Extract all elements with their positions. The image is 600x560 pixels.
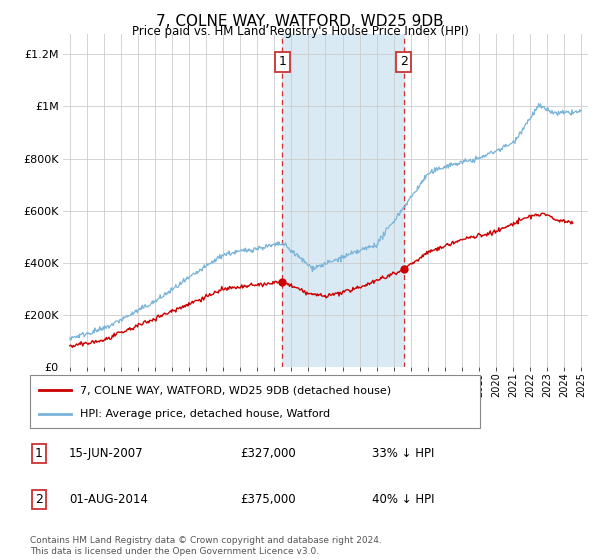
Text: Price paid vs. HM Land Registry's House Price Index (HPI): Price paid vs. HM Land Registry's House …: [131, 25, 469, 38]
Text: £375,000: £375,000: [240, 493, 296, 506]
Text: 40% ↓ HPI: 40% ↓ HPI: [372, 493, 434, 506]
Text: 1: 1: [278, 55, 286, 68]
Text: 7, COLNE WAY, WATFORD, WD25 9DB (detached house): 7, COLNE WAY, WATFORD, WD25 9DB (detache…: [79, 385, 391, 395]
Text: 2: 2: [35, 493, 43, 506]
Text: 2: 2: [400, 55, 407, 68]
Text: HPI: Average price, detached house, Watford: HPI: Average price, detached house, Watf…: [79, 408, 329, 418]
Text: 1: 1: [35, 447, 43, 460]
Text: £327,000: £327,000: [240, 447, 296, 460]
Text: 01-AUG-2014: 01-AUG-2014: [69, 493, 148, 506]
Text: 33% ↓ HPI: 33% ↓ HPI: [372, 447, 434, 460]
Bar: [282, 34, 404, 367]
FancyBboxPatch shape: [30, 375, 480, 428]
Text: 15-JUN-2007: 15-JUN-2007: [69, 447, 143, 460]
Text: 7, COLNE WAY, WATFORD, WD25 9DB: 7, COLNE WAY, WATFORD, WD25 9DB: [156, 14, 444, 29]
Text: Contains HM Land Registry data © Crown copyright and database right 2024.
This d: Contains HM Land Registry data © Crown c…: [30, 536, 382, 556]
